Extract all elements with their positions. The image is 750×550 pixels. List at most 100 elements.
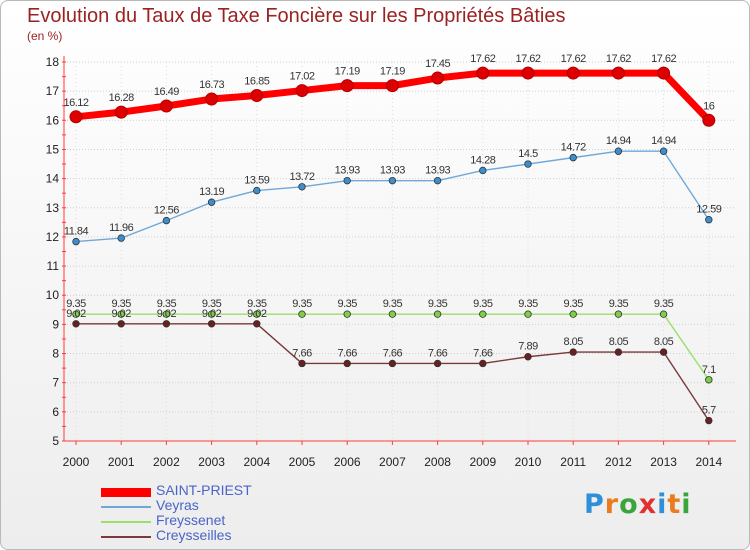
x-tick-label: 2003 bbox=[198, 455, 225, 469]
data-label: 13.59 bbox=[244, 175, 269, 187]
data-label: 9.35 bbox=[654, 298, 674, 310]
data-label: 17.62 bbox=[561, 53, 586, 65]
data-point bbox=[117, 234, 125, 242]
legend-label-freyssenet: Freyssenet bbox=[156, 512, 226, 528]
data-label: 16 bbox=[703, 100, 715, 112]
data-label: 14.72 bbox=[561, 142, 586, 154]
data-point bbox=[524, 353, 532, 361]
data-point bbox=[611, 66, 625, 80]
data-label: 13.19 bbox=[199, 186, 224, 198]
data-label: 16.85 bbox=[244, 76, 269, 88]
data-point bbox=[253, 320, 261, 328]
data-label: 11.96 bbox=[109, 222, 134, 234]
data-label: 16.73 bbox=[199, 79, 224, 91]
data-point bbox=[72, 320, 80, 328]
data-point bbox=[476, 66, 490, 80]
y-tick-label: 16 bbox=[46, 113, 60, 127]
data-label: 17.02 bbox=[289, 71, 314, 83]
data-point bbox=[72, 237, 80, 246]
data-label: 7.66 bbox=[473, 347, 493, 359]
data-label: 8.05 bbox=[563, 336, 583, 348]
legend-swatch-creysseilles bbox=[101, 536, 151, 538]
data-label: 11.84 bbox=[64, 226, 89, 238]
data-label: 17.62 bbox=[470, 53, 495, 65]
data-label: 7.66 bbox=[428, 347, 448, 359]
data-label: 14.5 bbox=[518, 148, 538, 160]
data-label: 9.02 bbox=[66, 308, 86, 320]
data-label: 14.94 bbox=[651, 135, 676, 147]
data-label: 9.35 bbox=[609, 298, 629, 310]
data-point bbox=[388, 310, 397, 318]
data-point bbox=[253, 186, 261, 195]
data-point bbox=[659, 147, 668, 155]
data-label: 8.05 bbox=[609, 336, 629, 348]
data-point bbox=[569, 348, 577, 356]
y-tick-label: 14 bbox=[46, 172, 60, 186]
data-point bbox=[479, 359, 487, 368]
data-label: 9.35 bbox=[473, 298, 493, 310]
logo-letter: x bbox=[638, 489, 658, 520]
data-point bbox=[657, 66, 671, 80]
data-point bbox=[614, 348, 623, 356]
data-point bbox=[343, 310, 351, 318]
x-tick-label: 2002 bbox=[153, 455, 180, 469]
data-label: 12.56 bbox=[154, 205, 179, 217]
y-tick-label: 11 bbox=[47, 259, 60, 273]
data-point bbox=[114, 105, 128, 119]
data-label: 9.35 bbox=[111, 298, 131, 310]
data-label: 9.35 bbox=[202, 298, 222, 310]
data-label: 9.35 bbox=[428, 298, 448, 310]
data-point bbox=[479, 166, 487, 175]
data-point bbox=[659, 348, 668, 356]
x-tick-label: 2008 bbox=[424, 455, 451, 469]
unit-label: (en %) bbox=[27, 29, 63, 43]
data-label: 7.89 bbox=[518, 341, 538, 353]
data-point bbox=[385, 79, 399, 93]
data-label: 9.35 bbox=[247, 298, 267, 310]
data-point bbox=[298, 310, 306, 318]
data-point bbox=[479, 310, 487, 318]
data-point bbox=[431, 71, 445, 85]
data-point bbox=[117, 310, 125, 318]
data-point bbox=[159, 99, 173, 113]
data-point bbox=[705, 216, 713, 224]
x-tick-label: 2011 bbox=[560, 455, 586, 469]
data-label: 17.19 bbox=[335, 66, 360, 78]
data-point bbox=[705, 416, 713, 425]
y-tick-label: 15 bbox=[46, 142, 60, 156]
data-point bbox=[702, 113, 716, 127]
data-point bbox=[117, 320, 125, 328]
data-label: 9.35 bbox=[563, 298, 583, 310]
data-label: 9.02 bbox=[157, 308, 177, 320]
data-point bbox=[162, 320, 171, 328]
data-point bbox=[388, 359, 397, 368]
data-label: 17.45 bbox=[425, 58, 450, 70]
data-label: 17.19 bbox=[380, 66, 405, 78]
y-tick-label: 13 bbox=[46, 201, 60, 215]
data-point bbox=[614, 147, 623, 155]
data-point bbox=[72, 310, 80, 318]
data-point bbox=[388, 176, 397, 185]
y-tick-label: 6 bbox=[52, 405, 59, 419]
legend-swatch-veyras bbox=[101, 506, 151, 508]
data-point bbox=[705, 376, 713, 384]
data-label: 13.93 bbox=[380, 165, 405, 177]
data-point bbox=[524, 160, 532, 168]
data-label: 16.49 bbox=[154, 86, 179, 98]
series-veyras: 11.84 11.96 12.56 13.19 13.59 13.72 13.93 13.93… bbox=[64, 135, 722, 246]
x-tick-label: 2001 bbox=[108, 455, 135, 469]
series-saint-priest: 16.12 16.28 16.49 16.73 16.85 17.02 17.19 17.19… bbox=[63, 53, 716, 127]
data-point bbox=[162, 310, 171, 318]
x-tick-label: 2007 bbox=[379, 455, 406, 469]
logo-letter: o bbox=[619, 489, 639, 520]
x-tick-label: 2012 bbox=[605, 455, 632, 469]
data-label: 9.35 bbox=[337, 298, 357, 310]
logo-letter: i bbox=[681, 489, 692, 520]
y-tick-label: 10 bbox=[46, 288, 60, 302]
data-point bbox=[253, 310, 261, 318]
legend-label-veyras: Veyras bbox=[156, 497, 199, 513]
chart-title: Evolution du Taux de Taxe Foncière sur l… bbox=[27, 5, 566, 27]
data-point bbox=[298, 359, 306, 368]
logo-letter: P bbox=[584, 489, 605, 520]
